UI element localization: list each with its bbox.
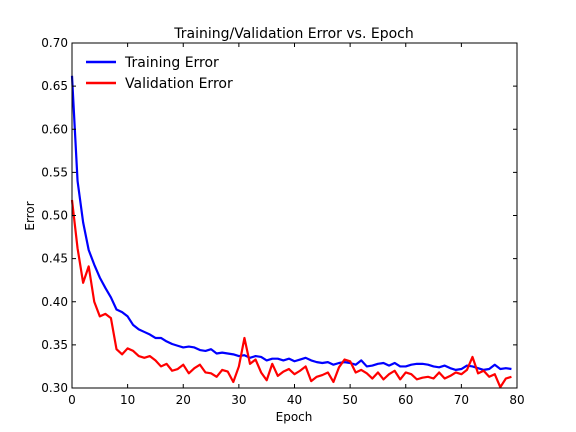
x-tick-label: 10 <box>120 393 135 407</box>
y-tick-label: 0.60 <box>41 122 68 136</box>
y-tick-label: 0.65 <box>41 79 68 93</box>
y-axis-label: Error <box>23 201 37 230</box>
y-tick-label: 0.40 <box>41 295 68 309</box>
y-axis-ticks: 0.30 0.35 0.40 0.45 0.50 0.55 0.60 0.65 0.70 <box>41 36 517 395</box>
x-tick-label: 0 <box>68 393 76 407</box>
y-tick-label: 0.30 <box>41 381 68 395</box>
x-axis-ticks: 0 10 20 30 40 50 60 70 80 <box>68 43 524 407</box>
y-tick-label: 0.35 <box>41 338 68 352</box>
x-tick-label: 50 <box>342 393 357 407</box>
x-tick-label: 30 <box>231 393 246 407</box>
legend-label: Training Error <box>124 55 219 71</box>
x-tick-label: 70 <box>454 393 469 407</box>
y-tick-label: 0.45 <box>41 252 68 266</box>
series-lines <box>72 76 511 387</box>
y-tick-label: 0.70 <box>41 36 68 50</box>
chart-title: Training/Validation Error vs. Epoch <box>173 26 413 42</box>
plot-area: 0 10 20 30 40 50 60 70 80 0.300.350.400.450.500.… <box>41 36 524 407</box>
y-tick-label: 0.55 <box>41 165 68 179</box>
y-tick-label: 0.50 <box>41 209 68 223</box>
x-tick-label: 20 <box>176 393 191 407</box>
x-axis-label: Epoch <box>276 410 313 424</box>
x-tick-label: 40 <box>287 393 302 407</box>
plot-frame <box>72 43 517 388</box>
x-tick-label: 60 <box>398 393 413 407</box>
legend-label: Validation Error <box>125 76 233 92</box>
x-tick-label: 80 <box>509 393 524 407</box>
series-line-training-error <box>72 76 511 370</box>
legend: Training Error Validation Error <box>86 55 233 92</box>
